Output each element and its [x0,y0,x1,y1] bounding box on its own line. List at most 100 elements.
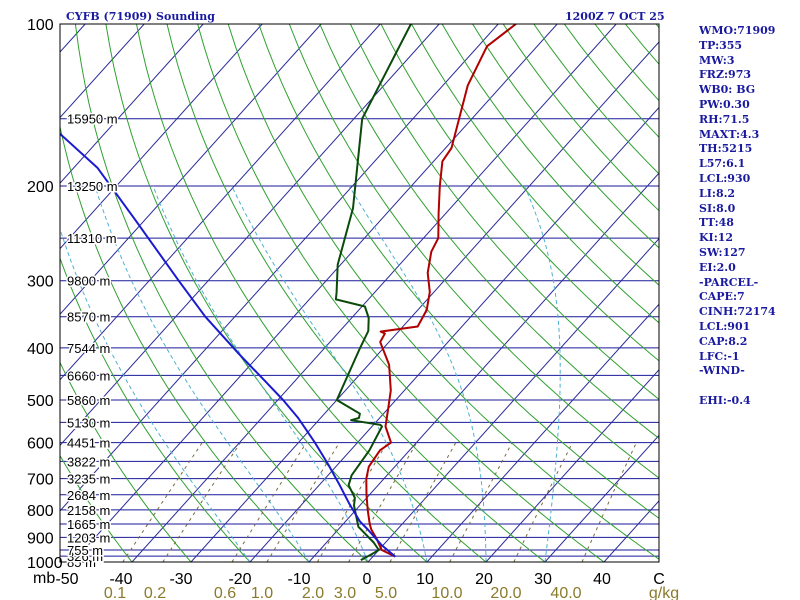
moist-adiabat-line [348,185,487,562]
temperature-tick-label: -50 [55,571,78,588]
isotherm-line [60,24,145,119]
height-label: 326 m [67,549,103,564]
dry-adiabat-line [472,24,659,249]
height-label: 5860 m [67,393,110,408]
mixing-ratio-label: 3.0 [334,585,356,600]
height-label: 1665 m [67,517,110,532]
temperature-tick-label: 10 [416,571,434,588]
height-label: 2158 m [67,503,110,518]
profile-layer [60,24,517,561]
height-label: 8570 m [67,310,110,325]
chart-title: CYFB (71909) Sounding [66,10,215,23]
dry-adiabat-line [74,24,369,562]
temperature-tick-label: -30 [169,571,192,588]
dewpoint-curve [334,24,412,561]
stability-index-item: EI:2.0 [699,260,736,274]
isotherm-line [60,24,322,315]
stability-index-item: LI:8.2 [699,186,736,200]
stability-index-item: LFC:-1 [699,349,740,363]
moist-adiabat-line [60,227,251,562]
height-label: 2684 m [67,488,110,503]
pressure-tick-label: 800 [27,503,54,520]
isotherm-line [60,24,440,447]
mixing-ratio-line [122,442,203,562]
isotherm-line [485,369,659,562]
mixing-ratio-label: 0.6 [214,585,236,600]
moist-adiabat-line [152,185,369,562]
dry-adiabat-line [319,24,659,440]
isotherm-line [60,24,263,250]
mixing-ratio-label: 5.0 [375,585,397,600]
stability-index-item: RH:71.5 [699,112,750,126]
pressure-tick-label: 400 [27,341,54,358]
temperature-tick-label: -10 [287,571,310,588]
temperature-tick-label: C [653,571,665,588]
pressure-tick-label: 300 [27,274,54,291]
mixing-ratio-line [581,442,637,562]
dry-adiabat-line [60,256,251,562]
height-label: 7544 m [67,341,110,356]
dry-adiabat-line [227,24,659,560]
isotherm-line [60,24,204,184]
height-label: 13250 m [67,179,118,194]
pressure-tick-label: 1000 [27,555,63,572]
temperature-curve [365,24,517,558]
stability-index-item: -WIND- [699,364,745,378]
temperature-tick-label: -20 [228,571,251,588]
stability-index-item: TP:355 [699,38,743,52]
height-label: 85 m [67,555,96,570]
isotherm-line [367,237,659,562]
isotherm-line [308,172,659,562]
mixing-ratio-line [449,442,513,562]
stability-index-item: WMO:71909 [699,24,776,37]
stability-index-item: MW:3 [699,53,735,67]
stability-index-item: MAXT:4.3 [699,127,760,141]
dry-adiabat-line [60,361,192,562]
stability-index-item: FRZ:973 [699,68,752,82]
height-label: 4451 m [67,436,110,451]
mixing-ratio-line [513,442,573,562]
dry-adiabat-line [411,24,659,324]
stability-index-item: PW:0.30 [699,97,750,111]
pressure-tick-label: 700 [27,472,54,489]
mixing-ratio-label: 0.1 [104,585,126,600]
moist-adiabat-line [231,185,428,562]
mixing-ratio-label: 20.0 [490,585,521,600]
chart-time: 1200Z 7 OCT 25 [565,10,665,23]
dry-adiabat-line [380,24,659,362]
stability-index-item: LCL:930 [699,171,751,185]
isotherm-line [249,106,659,562]
temperature-tick-label: 30 [534,571,552,588]
stability-index-item: SW:127 [699,245,746,259]
stability-index-list: WMO:71909 TP:355 MW:3 FRZ:973 WB0: BG PW:0.30… [699,24,799,409]
pressure-tick-label: 500 [27,393,54,410]
stability-index-item [699,379,799,394]
dry-adiabat-line [441,24,659,286]
mixing-ratio-label: 1.0 [251,585,273,600]
height-label: 5130 m [67,415,110,430]
mixing-ratio-label: 2.0 [302,585,324,600]
dry-adiabat-line [349,24,659,400]
height-label: 755 m [67,543,103,558]
height-label: 11310 m [67,231,117,246]
dry-adiabat-line [136,24,487,562]
stability-index-item: SI:8.0 [699,201,736,215]
height-label: 3822 m [67,454,110,469]
stability-index-item: EHI:-0.4 [699,393,751,407]
height-label: 6660 m [67,368,110,383]
mixing-ratio-label: 40.0 [550,585,581,600]
pressure-tick-label: 100 [27,17,54,34]
dry-adiabat-line [60,124,310,562]
stability-index-item: TH:5215 [699,142,753,156]
moist-adiabat-line [523,185,561,562]
stability-index-item: TT:48 [699,216,734,230]
dry-adiabat-line [197,24,605,562]
pressure-tick-label: 600 [27,436,54,453]
pressure-tick-label: 900 [27,530,54,547]
stability-index-item: LCL:901 [699,319,751,333]
dry-adiabat-line [288,24,659,479]
stability-index-item: L57:6.1 [699,157,746,171]
